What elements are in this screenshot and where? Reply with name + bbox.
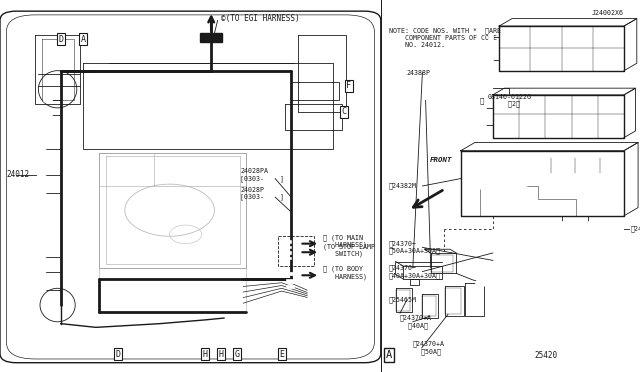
Text: ※24370+A
  （40A）: ※24370+A （40A） <box>400 315 432 329</box>
Text: A: A <box>81 35 86 44</box>
Text: E: E <box>279 350 284 359</box>
Circle shape <box>44 113 52 118</box>
Text: ⓐ (TO BODY
   HARNESS): ⓐ (TO BODY HARNESS) <box>323 266 367 280</box>
Circle shape <box>476 164 529 196</box>
Text: ※24370−
（40A+30A+30A）: ※24370− （40A+30A+30A） <box>389 264 441 279</box>
Bar <box>285 251 291 254</box>
Text: (TO STOP LAMP
   SWITCH): (TO STOP LAMP SWITCH) <box>323 243 375 257</box>
Bar <box>580 221 596 228</box>
Text: D: D <box>58 35 63 44</box>
Bar <box>286 279 294 283</box>
Bar <box>286 272 294 275</box>
Text: A: A <box>386 350 392 360</box>
Circle shape <box>37 269 46 274</box>
Circle shape <box>476 279 488 286</box>
Circle shape <box>44 98 52 103</box>
Text: ※25465M: ※25465M <box>389 296 417 303</box>
Circle shape <box>37 254 46 259</box>
Text: ※24370−
（50A+30A+30A）: ※24370− （50A+30A+30A） <box>389 240 441 254</box>
Text: 24388P: 24388P <box>406 70 430 76</box>
Text: J24002X6: J24002X6 <box>592 10 624 16</box>
Text: NOTE: CODE NOS. WITH *  ※ARE
    COMPONENT PARTS OF CODE
    NO. 24012.: NOTE: CODE NOS. WITH * ※ARE COMPONENT PA… <box>389 27 501 48</box>
Text: 08146-6122G
     （2）: 08146-6122G （2） <box>488 94 532 107</box>
Text: H: H <box>218 350 223 359</box>
Circle shape <box>37 191 46 196</box>
Bar <box>488 57 493 62</box>
Text: FRONT: FRONT <box>430 157 452 163</box>
Bar <box>285 246 291 248</box>
Bar <box>592 173 607 190</box>
Bar <box>285 240 291 243</box>
Circle shape <box>37 288 46 293</box>
Text: 24012: 24012 <box>6 170 29 179</box>
Text: 25420: 25420 <box>534 351 557 360</box>
Text: ※24382M: ※24382M <box>389 183 417 189</box>
Text: 24028PA
[0303-    ]: 24028PA [0303- ] <box>240 168 284 182</box>
Bar <box>488 34 493 40</box>
Text: ⓑ (TO MAIN
   HARNESS): ⓑ (TO MAIN HARNESS) <box>323 234 367 248</box>
Text: G: G <box>234 350 239 359</box>
Text: C: C <box>341 107 346 116</box>
Bar <box>554 221 570 228</box>
Text: F: F <box>346 81 351 90</box>
Bar <box>481 105 486 110</box>
Circle shape <box>37 172 46 177</box>
Text: D: D <box>116 350 121 359</box>
Text: ※24381: ※24381 <box>630 225 640 232</box>
Text: 24028P
[0303-    ]: 24028P [0303- ] <box>240 187 284 200</box>
Bar <box>481 122 486 127</box>
Text: Ⓑ: Ⓑ <box>480 97 484 104</box>
Bar <box>285 257 291 259</box>
Circle shape <box>37 146 46 151</box>
Bar <box>286 285 294 288</box>
Bar <box>200 33 222 42</box>
Text: ©(TO EGI HARNESS): ©(TO EGI HARNESS) <box>221 14 300 23</box>
Text: ※24370+A
  （50A）: ※24370+A （50A） <box>413 341 445 355</box>
Bar <box>543 173 558 190</box>
Bar <box>278 236 314 266</box>
Bar <box>568 173 583 190</box>
Text: H: H <box>202 350 207 359</box>
